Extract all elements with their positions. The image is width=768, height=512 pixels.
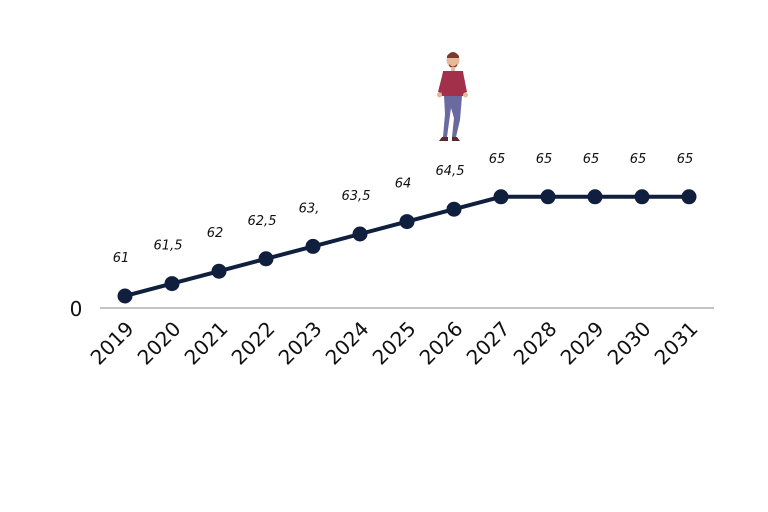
data-labels: 61 61,5 62 62,5 63, 63,5 64 64,5 65 65 65 65 65: [113, 152, 694, 266]
data-point-2019: [117, 288, 133, 304]
data-point-2020: [164, 276, 180, 292]
x-tick-label-2019: 2019: [86, 317, 139, 370]
data-label-2020: 61,5: [154, 239, 183, 254]
x-tick-label-2020: 2020: [133, 317, 186, 370]
data-point-2028: [540, 189, 556, 205]
x-tick-label-2029: 2029: [556, 317, 609, 370]
x-tick-label-2021: 2021: [180, 317, 233, 370]
data-label-2027: 65: [489, 152, 506, 167]
data-point-2026: [446, 201, 462, 217]
data-point-2030: [634, 189, 650, 205]
y-zero-label: 0: [70, 297, 83, 321]
x-tick-label-2026: 2026: [415, 317, 468, 370]
data-label-2026: 64,5: [436, 164, 465, 179]
data-label-2031: 65: [677, 152, 694, 167]
data-points: [117, 189, 697, 304]
data-label-2022: 62,5: [248, 214, 277, 229]
data-label-2024: 63,5: [342, 189, 371, 204]
series-line: [123, 194, 691, 298]
x-tick-label-2023: 2023: [274, 317, 327, 370]
data-point-2029: [587, 189, 603, 205]
data-label-2030: 65: [630, 152, 647, 167]
x-tick-label-2031: 2031: [650, 317, 703, 370]
data-label-2021: 62: [207, 226, 224, 241]
data-point-2022: [258, 251, 274, 267]
x-tick-labels: 2019202020212022202320242025202620272028…: [86, 317, 703, 370]
x-tick-label-2028: 2028: [509, 317, 562, 370]
x-tick-label-2025: 2025: [368, 317, 421, 370]
data-point-2025: [399, 214, 415, 230]
x-tick-label-2024: 2024: [321, 317, 374, 370]
data-label-2023: 63,: [299, 201, 320, 216]
data-point-2031: [681, 189, 697, 205]
data-label-2028: 65: [536, 152, 553, 167]
data-point-2024: [352, 226, 368, 242]
data-point-2021: [211, 263, 227, 279]
data-label-2025: 64: [395, 177, 412, 192]
data-point-2027: [493, 189, 509, 205]
x-tick-label-2030: 2030: [603, 317, 656, 370]
x-tick-label-2027: 2027: [462, 317, 515, 370]
x-tick-label-2022: 2022: [227, 317, 280, 370]
data-label-2019: 61: [113, 251, 130, 266]
walking-man-icon: [437, 52, 468, 141]
data-point-2023: [305, 238, 321, 254]
data-label-2029: 65: [583, 152, 600, 167]
